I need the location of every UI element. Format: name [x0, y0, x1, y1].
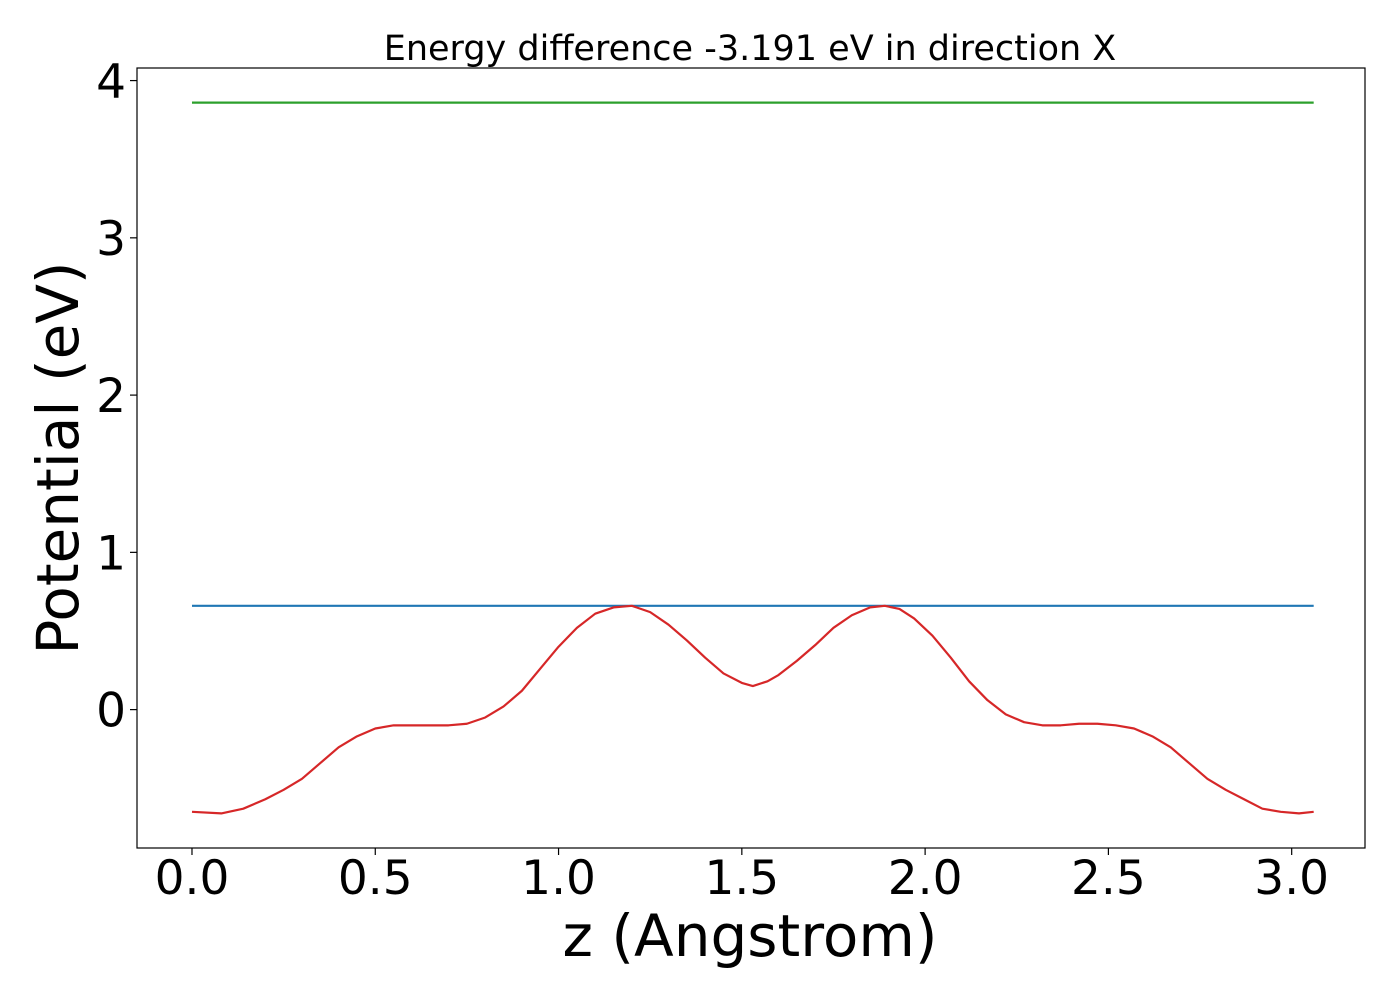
- y-tick-label: 4: [96, 55, 126, 110]
- series-layer: [191, 101, 1314, 815]
- y-tick-label: 0: [96, 684, 126, 739]
- x-tick-label: 3.0: [1254, 851, 1329, 906]
- x-tick-label: 1.5: [704, 851, 779, 906]
- y-axis-ticks: 0 1 2 3 4: [96, 55, 137, 739]
- x-tick-label: 0.5: [338, 851, 413, 906]
- x-axis-label: z (Angstrom): [563, 902, 938, 970]
- y-axis-label: Potential (eV): [24, 261, 92, 654]
- y-tick-label: 1: [96, 526, 126, 581]
- x-tick-label: 0.0: [155, 851, 230, 906]
- series-line-3: [191, 604, 1314, 815]
- x-tick-label: 2.0: [888, 851, 963, 906]
- y-tick-label: 3: [96, 212, 126, 267]
- y-tick-label: 2: [96, 369, 126, 424]
- x-axis-ticks: 0.0 0.5 1.0 1.5 2.0 2.5 3.0: [155, 848, 1329, 906]
- plot-frame: [136, 67, 1366, 849]
- x-tick-label: 2.5: [1071, 851, 1146, 906]
- chart-title: Energy difference -3.191 eV in direction…: [384, 29, 1117, 69]
- x-tick-label: 1.0: [521, 851, 596, 906]
